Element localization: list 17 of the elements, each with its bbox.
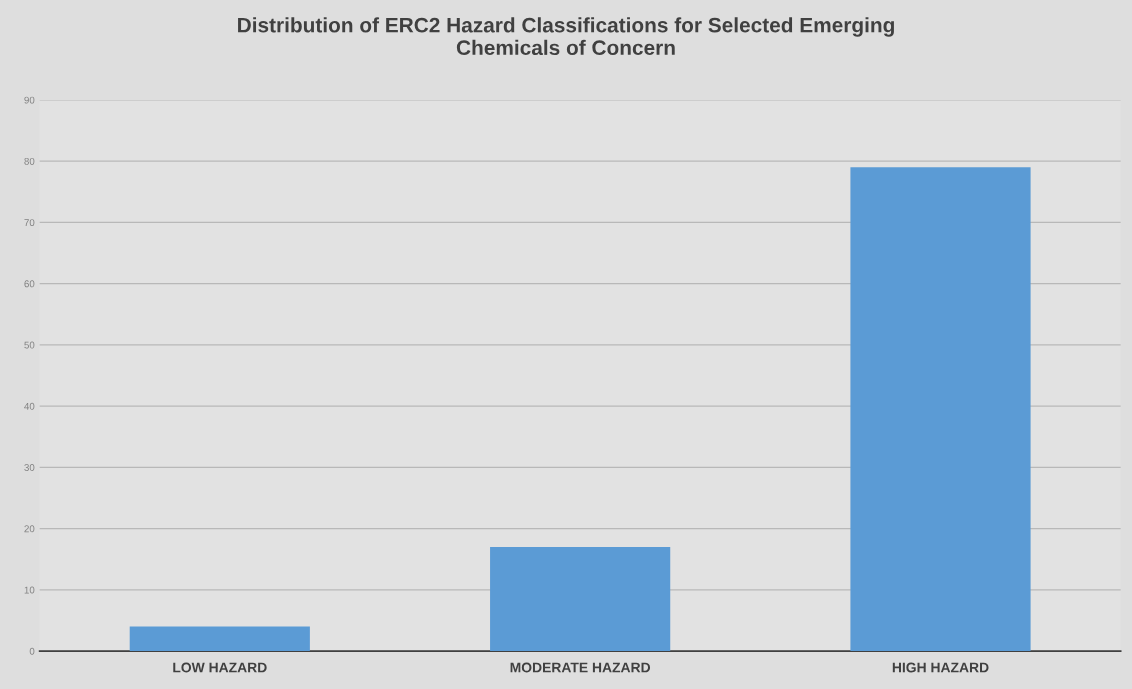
bar (129, 626, 310, 652)
y-tick-label: 20 (24, 525, 35, 533)
y-tick-label: 70 (24, 219, 35, 227)
y-tick-label: 80 (24, 157, 35, 165)
y-tick-label: 30 (24, 464, 35, 471)
x-tick-label: LOW HAZARD (173, 662, 267, 673)
x-tick-label: HIGH HAZARD (892, 662, 989, 673)
y-tick-label: 10 (24, 586, 35, 594)
y-tick-label: 60 (24, 280, 35, 288)
bar (850, 167, 1031, 652)
chart-title: Distribution of ERC2 Hazard Classifications for Selected Emerging Chemicals of Concern (238, 17, 894, 56)
y-tick-label: 50 (24, 341, 35, 349)
x-tick-label: MODERATE HAZARD (510, 662, 651, 673)
y-tick-label: 0 (29, 647, 35, 655)
bar (490, 546, 671, 652)
y-tick-label: 90 (24, 96, 35, 104)
y-tick-label: 40 (24, 402, 35, 410)
